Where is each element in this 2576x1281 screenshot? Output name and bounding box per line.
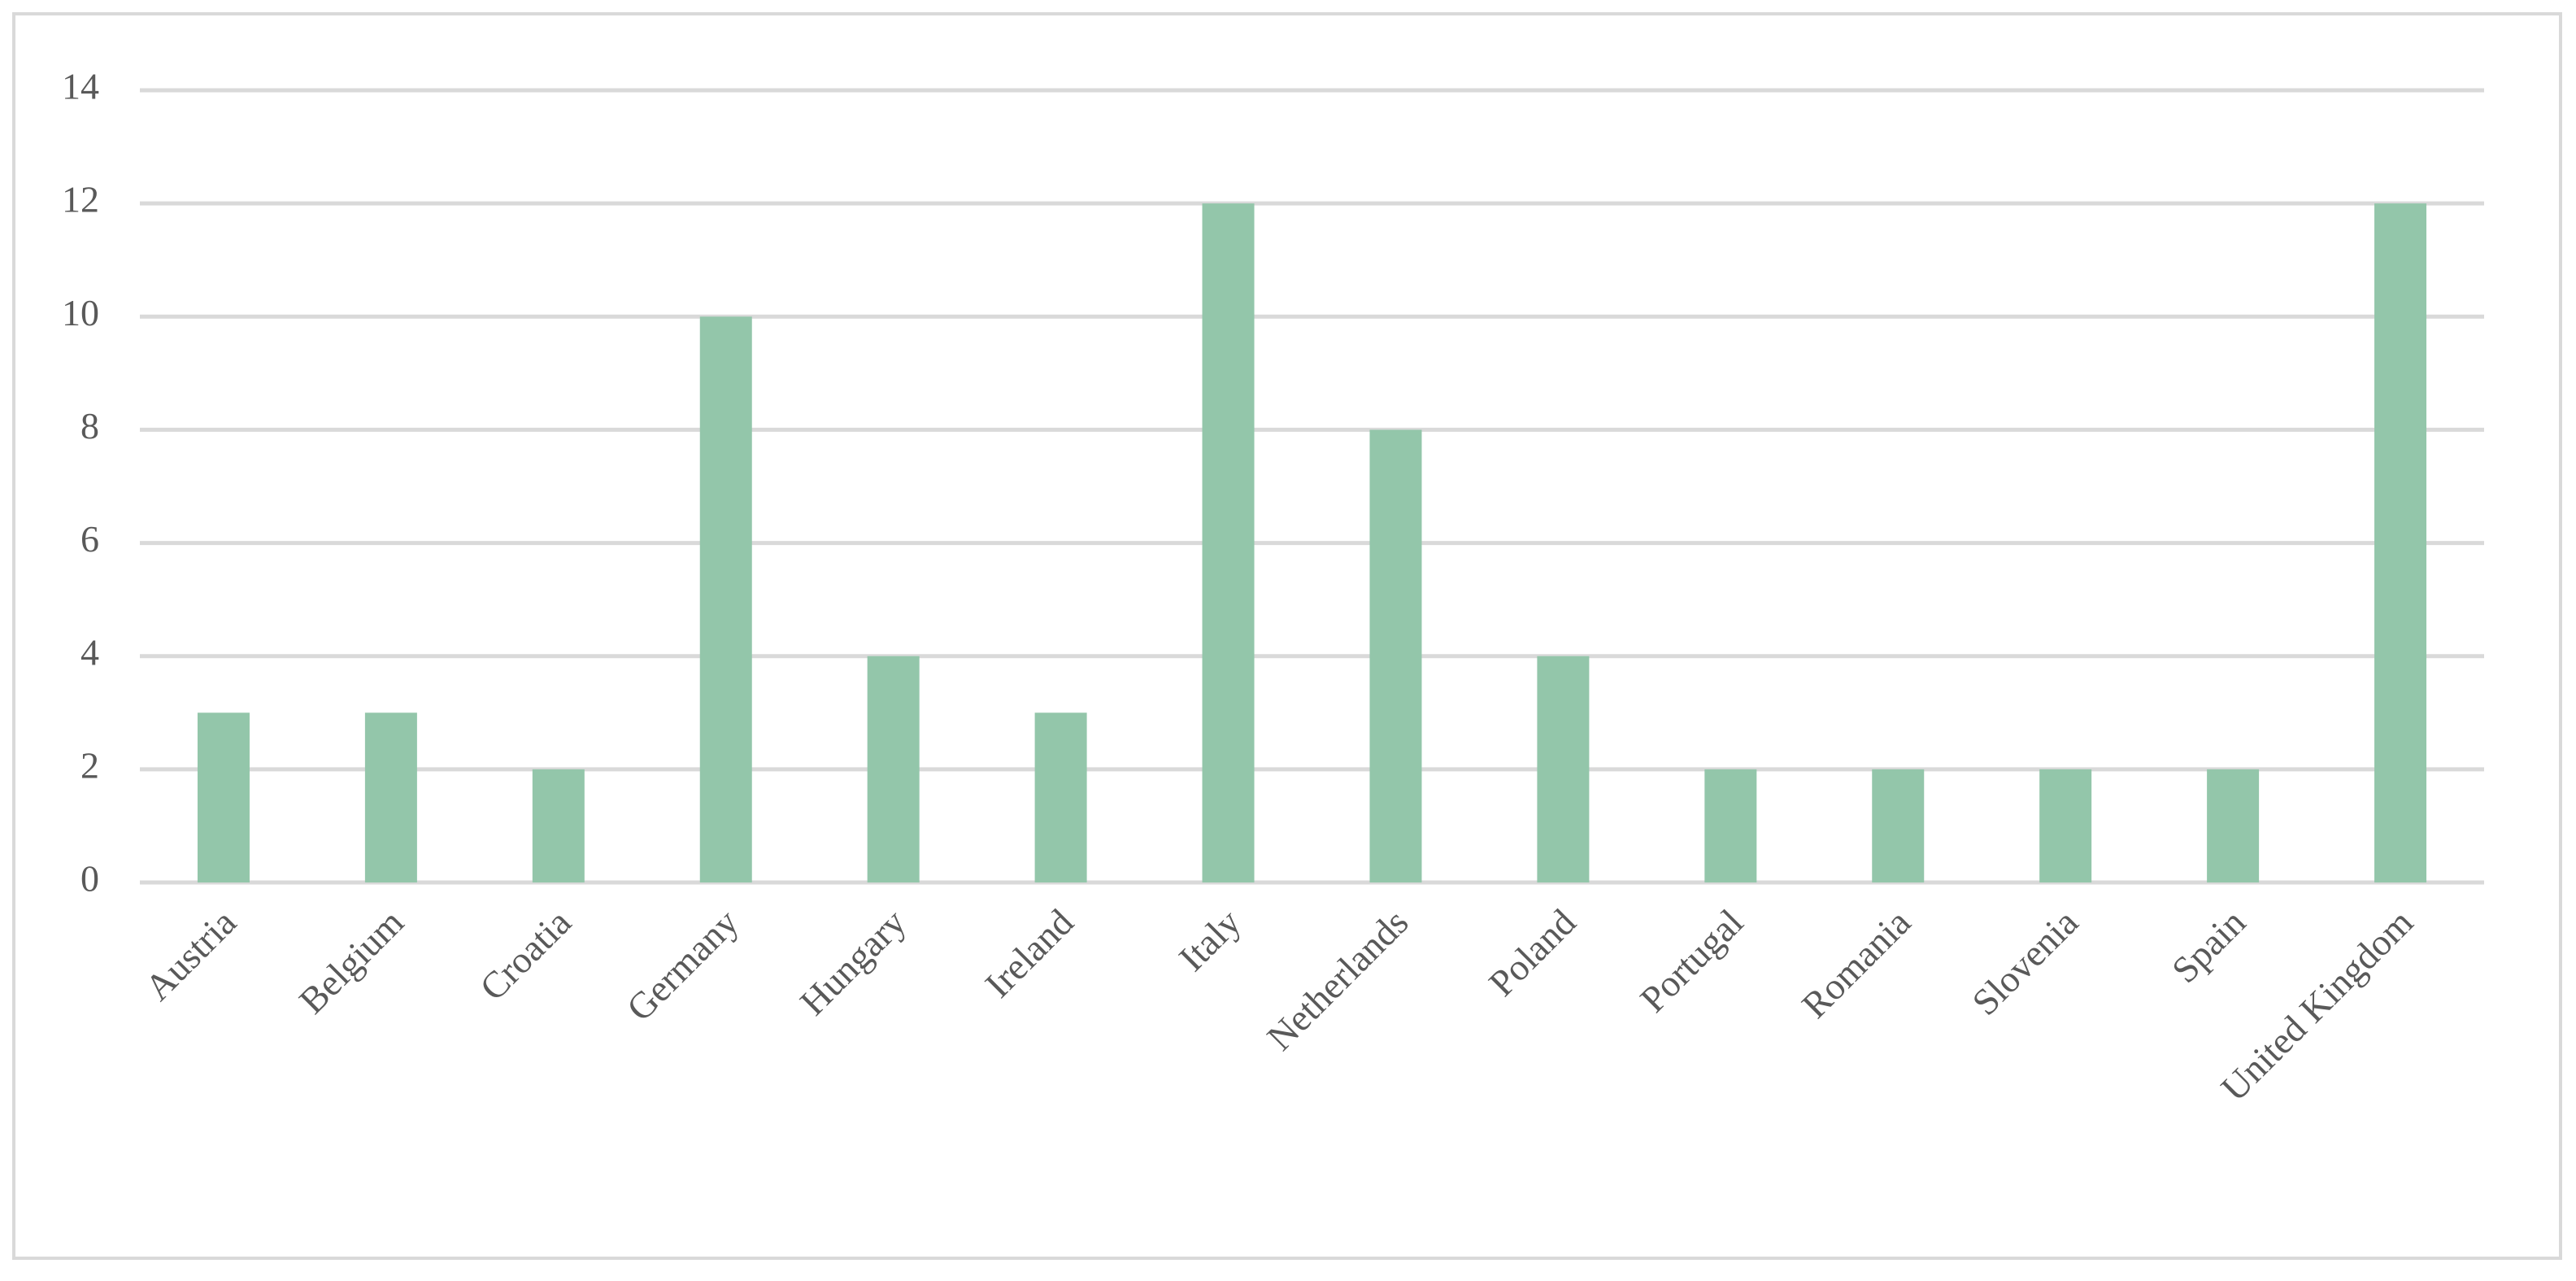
bar [1034,712,1087,882]
y-tick-label: 6 [80,518,99,560]
bar [1704,769,1757,882]
bar [2374,203,2427,883]
y-tick-label: 0 [80,858,99,900]
y-tick-label: 14 [62,66,99,107]
y-tick-label: 10 [62,292,99,333]
y-tick-label: 8 [80,405,99,447]
bar [1872,769,1925,882]
bar [2207,769,2260,882]
bar [2039,769,2092,882]
y-tick-label: 12 [62,179,99,220]
bar [1537,656,1590,882]
bar [1369,429,1422,882]
bar [867,656,920,882]
bar [532,769,585,882]
y-tick-label: 2 [80,744,99,786]
bar [197,712,250,882]
bar [1202,203,1255,883]
bar [699,316,752,882]
bar [364,712,417,882]
chart-border [12,12,2562,1260]
y-tick-label: 4 [80,631,99,673]
